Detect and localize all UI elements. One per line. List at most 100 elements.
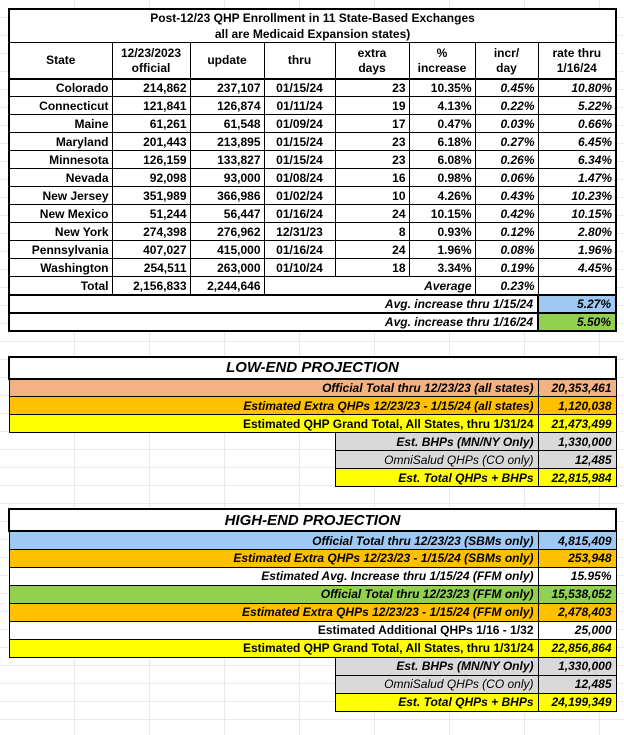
cell-state[interactable]: Maryland <box>8 132 113 152</box>
cell-update[interactable]: 366,986 <box>189 186 265 206</box>
cell-rate-thru[interactable]: 2.80% <box>537 222 617 242</box>
cell-extra-days[interactable]: 17 <box>334 114 410 134</box>
cell-official[interactable]: 51,244 <box>111 204 191 224</box>
projection-row-label[interactable]: Estimated Avg. Increase thru 1/15/24 (FF… <box>8 566 539 586</box>
cell-pct-increase[interactable]: 6.18% <box>408 132 476 152</box>
projection-row-label[interactable]: Estimated Extra QHPs 12/23/23 - 1/15/24 … <box>8 396 539 416</box>
projection-row-value[interactable]: 22,815,984 <box>537 468 617 488</box>
cell-update[interactable]: 61,548 <box>189 114 265 134</box>
cell-official[interactable]: 407,027 <box>111 240 191 260</box>
cell-pct-increase[interactable]: 1.96% <box>408 240 476 260</box>
projection-row-label[interactable]: Est. Total QHPs + BHPs <box>334 692 539 712</box>
cell-pct-increase[interactable]: 0.93% <box>408 222 476 242</box>
projection-row-label[interactable]: Official Total thru 12/23/23 (FFM only) <box>8 584 539 604</box>
cell-state[interactable]: Washington <box>8 258 113 278</box>
table-title[interactable]: Post-12/23 QHP Enrollment in 11 State-Ba… <box>8 8 617 44</box>
cell-pct-increase[interactable]: 4.13% <box>408 96 476 116</box>
projection-row-value[interactable]: 2,478,403 <box>537 602 617 622</box>
cell-thru[interactable]: 01/16/24 <box>263 240 336 260</box>
projection-row-value[interactable]: 4,815,409 <box>537 530 617 550</box>
projection-row-value[interactable]: 253,948 <box>537 548 617 568</box>
cell-rate-thru[interactable]: 1.47% <box>537 168 617 188</box>
projection-row-label[interactable]: Est. BHPs (MN/NY Only) <box>334 432 539 452</box>
projection-row-value[interactable]: 22,856,864 <box>537 638 617 658</box>
cell-extra-days[interactable]: 10 <box>334 186 410 206</box>
cell-official[interactable]: 92,098 <box>111 168 191 188</box>
projection-row-label[interactable]: Official Total thru 12/23/23 (SBMs only) <box>8 530 539 550</box>
projection-row-label[interactable]: Estimated Extra QHPs 12/23/23 - 1/15/24 … <box>8 548 539 568</box>
cell-thru[interactable]: 01/15/24 <box>263 78 336 98</box>
projection-row-label[interactable]: Estimated QHP Grand Total, All States, t… <box>8 638 539 658</box>
projection-row-label[interactable]: OmniSalud QHPs (CO only) <box>334 674 539 694</box>
cell-thru[interactable]: 01/11/24 <box>263 96 336 116</box>
cell-thru[interactable]: 12/31/23 <box>263 222 336 242</box>
cell-rate-thru[interactable]: 10.15% <box>537 204 617 224</box>
cell-official[interactable]: 61,261 <box>111 114 191 134</box>
cell-update[interactable]: 276,962 <box>189 222 265 242</box>
cell-incr-day[interactable]: 0.12% <box>474 222 539 242</box>
cell-extra-days[interactable]: 8 <box>334 222 410 242</box>
cell-thru[interactable]: 01/16/24 <box>263 204 336 224</box>
header-rate-thru[interactable]: rate thru 1/16/24 <box>537 42 617 80</box>
projection-row-label[interactable]: Est. Total QHPs + BHPs <box>334 468 539 488</box>
cell-official[interactable]: 254,511 <box>111 258 191 278</box>
cell-average-label[interactable]: Average <box>263 276 476 296</box>
cell-update[interactable]: 263,000 <box>189 258 265 278</box>
cell-state[interactable]: New Jersey <box>8 186 113 206</box>
cell-state[interactable]: New York <box>8 222 113 242</box>
high-end-projection-title[interactable]: HIGH-END PROJECTION <box>8 508 617 533</box>
cell-pct-increase[interactable]: 4.26% <box>408 186 476 206</box>
cell-rate-thru[interactable]: 6.45% <box>537 132 617 152</box>
cell-thru[interactable]: 01/10/24 <box>263 258 336 278</box>
cell-update[interactable]: 133,827 <box>189 150 265 170</box>
cell-incr-day[interactable]: 0.27% <box>474 132 539 152</box>
cell-thru[interactable]: 01/02/24 <box>263 186 336 206</box>
projection-row-value[interactable]: 1,330,000 <box>537 432 617 452</box>
cell-official[interactable]: 351,989 <box>111 186 191 206</box>
header-extra-days[interactable]: extra days <box>334 42 410 80</box>
cell-state[interactable]: Colorado <box>8 78 113 98</box>
cell-incr-day[interactable]: 0.45% <box>474 78 539 98</box>
cell-state[interactable]: Minnesota <box>8 150 113 170</box>
cell-pct-increase[interactable]: 0.98% <box>408 168 476 188</box>
cell-thru[interactable]: 01/15/24 <box>263 132 336 152</box>
cell-official[interactable]: 274,398 <box>111 222 191 242</box>
cell-pct-increase[interactable]: 6.08% <box>408 150 476 170</box>
projection-row-label[interactable]: Estimated Extra QHPs 12/23/23 - 1/15/24 … <box>8 602 539 622</box>
cell-rate-thru[interactable]: 0.66% <box>537 114 617 134</box>
projection-row-value[interactable]: 25,000 <box>537 620 617 640</box>
cell-state[interactable]: Pennsylvania <box>8 240 113 260</box>
cell-update[interactable]: 93,000 <box>189 168 265 188</box>
projection-row-label[interactable]: Est. BHPs (MN/NY Only) <box>334 656 539 676</box>
low-end-projection-title[interactable]: LOW-END PROJECTION <box>7 355 618 380</box>
projection-row-label[interactable]: OmniSalud QHPs (CO only) <box>334 450 539 470</box>
avg-increase-label[interactable]: Avg. increase thru 1/15/24 <box>8 293 539 314</box>
header-incr-day[interactable]: incr/ day <box>474 42 539 80</box>
header-state[interactable]: State <box>8 42 113 80</box>
cell-thru[interactable]: 01/15/24 <box>263 150 336 170</box>
cell-extra-days[interactable]: 23 <box>334 150 410 170</box>
projection-row-value[interactable]: 1,120,038 <box>537 396 617 416</box>
cell-incr-day[interactable]: 0.19% <box>474 258 539 278</box>
cell-extra-days[interactable]: 24 <box>334 204 410 224</box>
header-official[interactable]: 12/23/2023 official <box>111 42 191 80</box>
header-update[interactable]: update <box>189 42 265 80</box>
cell-state[interactable]: New Mexico <box>8 204 113 224</box>
cell-incr-day[interactable]: 0.22% <box>474 96 539 116</box>
cell-update[interactable]: 56,447 <box>189 204 265 224</box>
cell-thru[interactable]: 01/09/24 <box>263 114 336 134</box>
cell-total-official[interactable]: 2,156,833 <box>111 276 191 296</box>
projection-row-label[interactable]: Estimated QHP Grand Total, All States, t… <box>8 414 539 434</box>
cell-pct-increase[interactable]: 0.47% <box>408 114 476 134</box>
cell-total-rate-empty[interactable] <box>537 276 617 296</box>
cell-incr-day[interactable]: 0.08% <box>474 240 539 260</box>
projection-row-value[interactable]: 12,485 <box>537 674 617 694</box>
cell-update[interactable]: 213,895 <box>189 132 265 152</box>
cell-extra-days[interactable]: 23 <box>334 78 410 98</box>
avg-increase-value[interactable]: 5.27% <box>537 293 617 314</box>
cell-pct-increase[interactable]: 10.35% <box>408 78 476 98</box>
cell-rate-thru[interactable]: 10.23% <box>537 186 617 206</box>
cell-incr-day[interactable]: 0.42% <box>474 204 539 224</box>
cell-state[interactable]: Maine <box>8 114 113 134</box>
cell-rate-thru[interactable]: 5.22% <box>537 96 617 116</box>
